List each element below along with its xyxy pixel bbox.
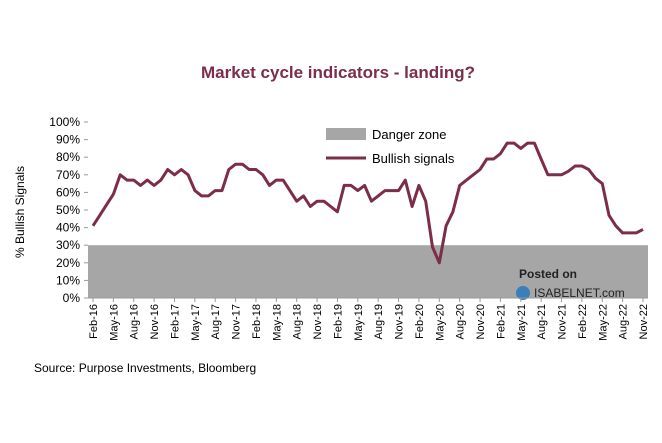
y-tick-label: 10%	[56, 273, 80, 287]
x-tick-label: Aug-19	[373, 304, 385, 339]
y-tick-label: 20%	[56, 256, 80, 270]
x-tick-label: Feb-20	[414, 304, 426, 339]
x-tick-label: Feb-16	[88, 304, 100, 339]
x-tick-label: May-18	[271, 304, 283, 341]
legend-swatch	[326, 128, 366, 140]
x-tick-label: Nov-16	[149, 304, 161, 339]
x-tick-label: May-17	[190, 304, 202, 341]
x-tick-label: May-19	[353, 304, 365, 341]
x-tick-label: Nov-20	[475, 304, 487, 339]
x-tick-label: Aug-21	[536, 304, 548, 339]
watermark: ISABELNET.com	[534, 286, 625, 300]
x-tick-label: May-21	[516, 304, 528, 341]
x-tick-label: Feb-19	[332, 304, 344, 339]
line-series	[91, 141, 644, 265]
y-tick-label: 70%	[56, 168, 80, 182]
x-tick-label: Aug-18	[292, 304, 304, 339]
x-tick-label: Nov-18	[312, 304, 324, 339]
y-tick-label: 30%	[56, 238, 80, 252]
watermark: Posted on	[519, 267, 577, 281]
danger-zone	[88, 245, 648, 298]
x-tick-label: May-16	[108, 304, 120, 341]
y-tick-label: 50%	[56, 203, 80, 217]
y-tick-label: 90%	[56, 133, 80, 147]
legend-label: Bullish signals	[372, 151, 455, 166]
x-tick-label: Aug-16	[129, 304, 141, 339]
legend-label: Danger zone	[372, 127, 446, 142]
x-tick-label: May-20	[434, 304, 446, 341]
watermark-logo	[516, 286, 530, 300]
y-tick-label: 0%	[63, 291, 81, 305]
x-tick-label: Feb-17	[169, 304, 181, 339]
x-tick-label: Nov-17	[231, 304, 243, 339]
chart-title: Market cycle indicators - landing?	[201, 63, 475, 82]
x-tick-label: Aug-20	[455, 304, 467, 339]
y-tick-label: 60%	[56, 185, 80, 199]
x-tick-label: Feb-21	[495, 304, 507, 339]
x-tick-label: Nov-21	[557, 304, 569, 339]
y-tick-label: 40%	[56, 221, 80, 235]
y-tick-label: 80%	[56, 150, 80, 164]
x-tick-label: Feb-18	[251, 304, 263, 339]
y-axis-label: % Bullish Signals	[13, 166, 27, 258]
x-tick-label: May-22	[597, 304, 609, 341]
y-tick-label: 100%	[49, 115, 80, 129]
x-tick-label: Nov-19	[394, 304, 406, 339]
x-tick-label: Nov-22	[638, 304, 650, 339]
source: Source: Purpose Investments, Bloomberg	[34, 361, 256, 375]
x-tick-label: Feb-22	[577, 304, 589, 339]
x-tick-label: Aug-17	[210, 304, 222, 339]
x-tick-label: Aug-22	[618, 304, 630, 339]
